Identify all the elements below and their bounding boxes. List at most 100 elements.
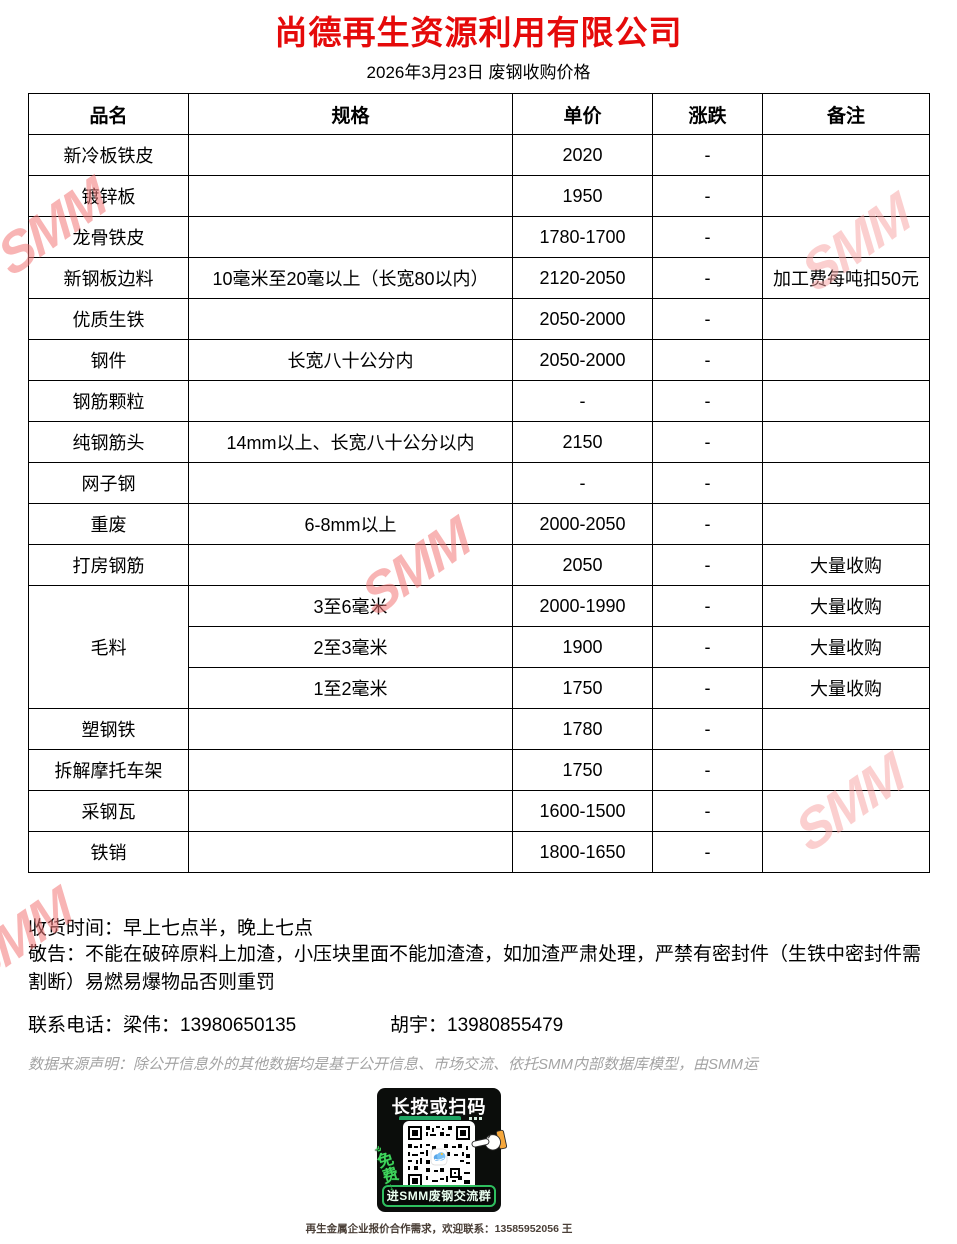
cell-note	[762, 462, 930, 504]
column-header: 规格	[188, 93, 513, 135]
qr-dot	[469, 1117, 472, 1120]
cell-spec	[188, 544, 513, 586]
cell-spec: 长宽八十公分内	[188, 339, 513, 381]
warning-note: 敬告：不能在破碎原料上加渣，小压块里面不能加渣渣，如加渣严肃处理，严禁有密封件（…	[28, 944, 922, 993]
table-row: 铁销 1800-1650-	[28, 831, 930, 873]
free-label: » 免费 ↓	[370, 1142, 400, 1195]
down-arrow-icon: ↓	[386, 1180, 396, 1194]
qr-dot	[474, 1117, 477, 1120]
cell-change: -	[652, 462, 763, 504]
cell-change: -	[652, 544, 763, 586]
qr-promo-card: 长按或扫码	[372, 1088, 508, 1212]
qr-heading-underline	[399, 1116, 461, 1120]
cell-spec	[188, 175, 513, 217]
cell-price: 2020	[512, 134, 653, 176]
price-table-body: 新冷板铁皮 2020- 镀锌板 1950- 龙骨铁皮 1780-1700- 新钢板边料 10毫…	[28, 134, 930, 873]
cell-price: 1750	[512, 667, 653, 709]
cell-change: -	[652, 380, 763, 422]
table-row: 优质生铁 2050-2000-	[28, 298, 930, 340]
table-row: 纯钢筋头 14mm以上、长宽八十公分以内 2150-	[28, 421, 930, 463]
cell-note: 加工费每吨扣50元	[762, 257, 930, 299]
cell-spec	[188, 298, 513, 340]
cell-product-name: 重废	[28, 503, 189, 545]
pointing-hand-icon	[471, 1128, 509, 1161]
cell-price: 2150	[512, 421, 653, 463]
cell-spec: 1至2毫米	[188, 667, 513, 709]
cell-change: -	[652, 421, 763, 463]
qr-caption: 再生金属企业报价合作需求，欢迎联系：13585952056 王	[305, 1223, 573, 1235]
contact-primary: 联系电话：梁伟：13980650135	[28, 1015, 297, 1036]
cell-note: 大量收购	[762, 667, 930, 709]
table-row: 钢筋颗粒 - -	[28, 380, 930, 422]
cell-spec	[188, 380, 513, 422]
cell-price: 1780	[512, 708, 653, 750]
cell-product-name: 塑钢铁	[28, 708, 189, 750]
cell-price: 2000-2050	[512, 503, 653, 545]
cell-change: -	[652, 257, 763, 299]
pickup-time-note: 收货时间：早上七点半，晚上七点	[28, 918, 314, 939]
cell-spec: 10毫米至20毫以上（长宽80以内）	[188, 257, 513, 299]
qr-code-image	[403, 1121, 475, 1193]
cell-spec	[188, 134, 513, 176]
cell-product-name: 镀锌板	[28, 175, 189, 217]
table-row: 新钢板边料 10毫米至20毫以上（长宽80以内） 2120-2050- 加工费每吨扣5…	[28, 257, 930, 299]
column-header: 单价	[512, 93, 653, 135]
qr-code-svg	[406, 1124, 472, 1190]
cell-product-name: 铁销	[28, 831, 189, 873]
table-row: 钢件 长宽八十公分内 2050-2000-	[28, 339, 930, 381]
cell-note	[762, 339, 930, 381]
cell-note: 大量收购	[762, 585, 930, 627]
cell-note	[762, 175, 930, 217]
cell-note	[762, 790, 930, 832]
cell-price: -	[512, 380, 653, 422]
cell-price: 1600-1500	[512, 790, 653, 832]
table-row: 重废 6-8mm以上 2000-2050-	[28, 503, 930, 545]
cell-note	[762, 134, 930, 176]
cell-spec: 6-8mm以上	[188, 503, 513, 545]
cell-product-name: 网子钢	[28, 462, 189, 504]
cell-spec	[188, 790, 513, 832]
cell-spec	[188, 708, 513, 750]
cell-product-name: 毛料	[28, 585, 189, 709]
cell-note	[762, 298, 930, 340]
cell-note	[762, 749, 930, 791]
contact-secondary: 胡宇：13980855479	[390, 1015, 564, 1036]
table-row: 1至2毫米 1750- 大量收购	[29, 667, 930, 709]
cell-change: -	[652, 134, 763, 176]
cell-spec	[188, 462, 513, 504]
cell-spec: 3至6毫米	[188, 585, 513, 627]
cell-spec	[188, 749, 513, 791]
qr-dot	[479, 1117, 482, 1120]
table-row: 打房钢筋 2050- 大量收购	[28, 544, 930, 586]
table-row: 拆解摩托车架 1750-	[28, 749, 930, 791]
table-row: 龙骨铁皮 1780-1700-	[28, 216, 930, 258]
table-row: 塑钢铁 1780-	[28, 708, 930, 750]
cell-spec	[188, 831, 513, 873]
join-group-button: 进SMM废钢交流群	[382, 1185, 496, 1207]
cell-price: -	[512, 462, 653, 504]
cell-note: 大量收购	[762, 626, 930, 668]
cell-change: -	[652, 667, 763, 709]
cell-product-name: 打房钢筋	[28, 544, 189, 586]
cell-note	[762, 421, 930, 463]
cell-price: 1780-1700	[512, 216, 653, 258]
price-table: 品名 规格 单价 涨跌 备注 新冷板铁皮 2020- 镀锌板 1950- 龙骨铁皮 1780-17…	[28, 93, 930, 873]
table-row: 2至3毫米 1900- 大量收购	[29, 626, 930, 668]
column-header: 品名	[28, 93, 189, 135]
cell-change: -	[652, 749, 763, 791]
cell-spec	[188, 216, 513, 258]
cell-note	[762, 831, 930, 873]
cell-product-name: 新冷板铁皮	[28, 134, 189, 176]
cell-price: 1950	[512, 175, 653, 217]
cell-change: -	[652, 298, 763, 340]
cell-change: -	[652, 790, 763, 832]
qr-center-logo	[433, 1152, 446, 1161]
cell-price: 2000-1990	[512, 585, 653, 627]
cell-change: -	[652, 626, 763, 668]
cell-price: 2120-2050	[512, 257, 653, 299]
cell-product-name: 钢件	[28, 339, 189, 381]
cell-change: -	[652, 503, 763, 545]
cell-price: 1900	[512, 626, 653, 668]
column-header: 涨跌	[652, 93, 763, 135]
